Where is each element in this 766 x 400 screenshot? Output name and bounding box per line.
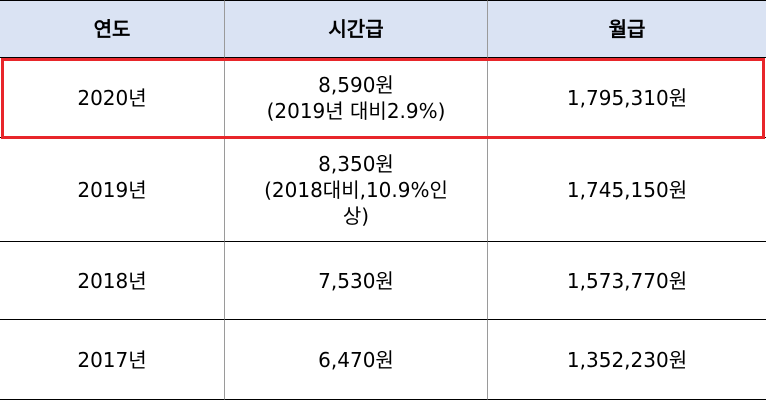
header-cell: 연도 [0, 0, 225, 58]
cell-text: 2020년 [77, 85, 147, 110]
header-cell: 시간급 [225, 0, 488, 58]
cell-text: 상) [342, 203, 370, 228]
cell-text: 2017년 [77, 347, 147, 372]
cell-text: 시간급 [328, 17, 384, 41]
cell-text: (2019년 대비2.9%) [266, 98, 446, 123]
highlight-box [1, 58, 765, 139]
cell-text: (2018대비,10.9%인 [264, 177, 448, 202]
cell-text: 8,350원 [318, 151, 394, 176]
cell-text: 8,590원 [318, 72, 394, 97]
cell-text: 2019년 [77, 177, 147, 202]
cell-text: 월급 [608, 17, 646, 41]
cell-text: 연도 [93, 17, 131, 41]
cell-text: 2018년 [77, 268, 147, 293]
table-cell: 1,795,310원 [488, 58, 766, 138]
cell-text: 1,745,150원 [566, 177, 688, 202]
header-cell: 월급 [488, 0, 766, 58]
table-cell: 1,573,770원 [488, 242, 766, 320]
table-cell: 1,352,230원 [488, 320, 766, 400]
table-cell: 1,745,150원 [488, 138, 766, 242]
table-cell: 2018년 [0, 242, 225, 320]
cell-text: 1,573,770원 [566, 268, 688, 293]
table-cell: 2017년 [0, 320, 225, 400]
table-cell: 8,350원 (2018대비,10.9%인 상) [225, 138, 488, 242]
cell-text: 7,530원 [318, 268, 394, 293]
table-cell: 6,470원 [225, 320, 488, 400]
table-cell: 7,530원 [225, 242, 488, 320]
table-cell: 2019년 [0, 138, 225, 242]
cell-text: 1,795,310원 [566, 85, 688, 110]
cell-text: 6,470원 [318, 347, 394, 372]
cell-text: 1,352,230원 [566, 347, 688, 372]
